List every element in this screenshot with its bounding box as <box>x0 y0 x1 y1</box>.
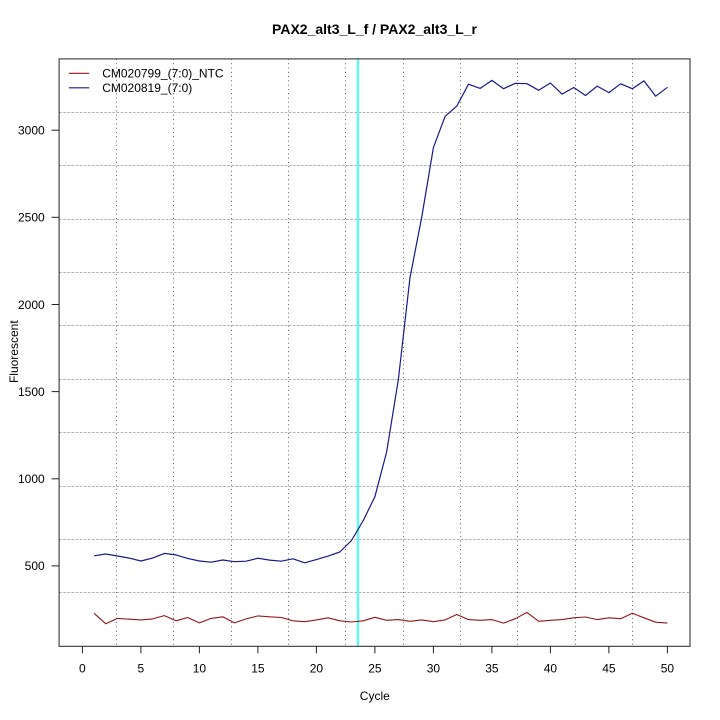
svg-text:5: 5 <box>138 662 145 676</box>
svg-text:CM020819_(7:0): CM020819_(7:0) <box>102 81 192 95</box>
svg-text:10: 10 <box>193 662 207 676</box>
svg-text:PAX2_alt3_L_f / PAX2_alt3_L_r: PAX2_alt3_L_f / PAX2_alt3_L_r <box>272 21 477 37</box>
svg-text:CM020799_(7:0)_NTC: CM020799_(7:0)_NTC <box>102 67 224 81</box>
svg-text:15: 15 <box>251 662 265 676</box>
svg-text:50: 50 <box>661 662 675 676</box>
svg-text:35: 35 <box>485 662 499 676</box>
svg-text:3000: 3000 <box>18 124 45 138</box>
svg-text:0: 0 <box>79 662 86 676</box>
svg-text:45: 45 <box>602 662 616 676</box>
svg-text:2000: 2000 <box>18 298 45 312</box>
svg-text:25: 25 <box>368 662 382 676</box>
svg-text:1500: 1500 <box>18 385 45 399</box>
svg-text:Fluorescent: Fluorescent <box>7 320 21 383</box>
svg-text:40: 40 <box>544 662 558 676</box>
svg-text:1000: 1000 <box>18 472 45 486</box>
svg-text:Cycle: Cycle <box>360 689 390 703</box>
svg-text:500: 500 <box>25 559 45 573</box>
svg-text:20: 20 <box>310 662 324 676</box>
svg-text:2500: 2500 <box>18 211 45 225</box>
svg-text:30: 30 <box>427 662 441 676</box>
